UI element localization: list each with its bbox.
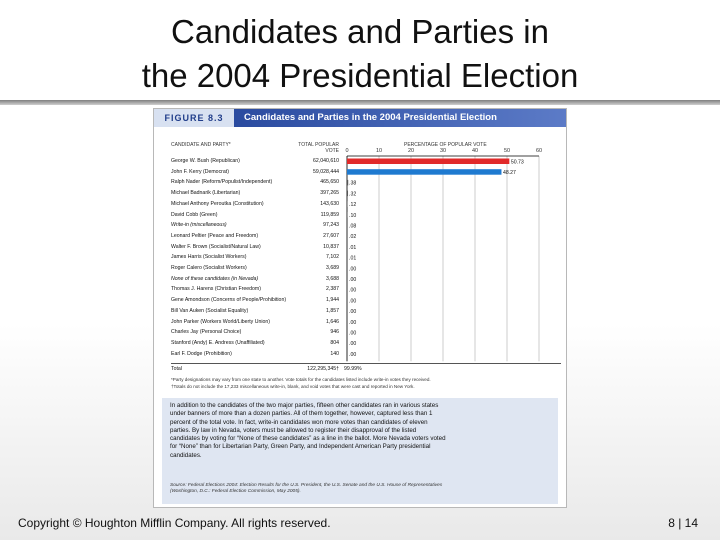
- column-header-percent: PERCENTAGE OF POPULAR VOTE: [404, 142, 487, 148]
- x-tick-label: 40: [472, 148, 478, 154]
- figure-tag: FIGURE 8.3: [154, 109, 234, 127]
- candidate-votes: 3,688: [326, 275, 339, 282]
- candidate-votes: 10,837: [323, 243, 339, 250]
- footnote-party: *Party designations may vary from one st…: [171, 377, 431, 382]
- figure-caption: Candidates and Parties in the 2004 Presi…: [244, 112, 497, 123]
- data-label: .00: [349, 266, 356, 272]
- candidate-name: Roger Calero (Socialist Workers): [171, 265, 247, 271]
- data-bar: [347, 158, 510, 164]
- candidate-votes: 27,607: [323, 232, 339, 239]
- candidate-votes: 59,028,444: [313, 168, 339, 175]
- page-number: 8 | 14: [668, 516, 698, 530]
- candidate-name: Earl F. Dodge (Prohibition): [171, 350, 232, 357]
- x-tick-label: 50: [504, 148, 510, 154]
- data-label: .00: [349, 320, 356, 326]
- x-tick-label: 60: [536, 148, 542, 154]
- data-label: .00: [349, 277, 356, 283]
- candidate-votes: 1,646: [326, 318, 339, 325]
- data-label: .01: [349, 245, 356, 251]
- data-label: 48.27: [503, 170, 516, 176]
- candidate-votes: 140: [330, 350, 339, 357]
- total-percent: 99.99%: [344, 366, 362, 372]
- candidate-votes: 3,689: [326, 265, 339, 271]
- candidate-name: Bill Van Auken (Socialist Equality): [171, 307, 249, 314]
- candidate-name: David Cobb (Green): [171, 211, 218, 218]
- figure-panel: FIGURE 8.3 Candidates and Parties in the…: [153, 108, 567, 508]
- data-bar: [347, 179, 349, 186]
- data-label: .00: [349, 331, 356, 337]
- data-label: .00: [349, 309, 356, 315]
- candidate-votes: 946: [330, 329, 339, 336]
- candidate-votes: 804: [330, 339, 339, 346]
- data-label: .00: [349, 352, 356, 358]
- percentage-bar-chart: 0 10 20 30 40 50 60 50.73 48.27 .38 .32 .12 .10 .08 .0…: [345, 148, 542, 362]
- candidate-votes: 7,102: [326, 254, 339, 261]
- candidate-name: Charles Jay (Personal Choice): [171, 329, 242, 336]
- candidate-votes: 1,944: [326, 297, 339, 304]
- data-label: .00: [349, 341, 356, 347]
- total-label: Total: [171, 366, 182, 372]
- slide-title-line1: Candidates and Parties in: [171, 13, 549, 50]
- candidate-votes: 2,387: [326, 286, 339, 293]
- candidate-name: James Harris (Socialist Workers): [171, 254, 247, 261]
- data-label: .01: [349, 256, 356, 262]
- candidate-votes: 97,243: [323, 222, 339, 229]
- candidate-name: Thomas J. Harens (Christian Freedom): [171, 286, 261, 293]
- candidate-votes: 1,857: [326, 307, 339, 314]
- figure-header: FIGURE 8.3 Candidates and Parties in the…: [154, 109, 566, 127]
- x-tick-label: 30: [440, 148, 446, 154]
- data-bar: [347, 169, 502, 175]
- x-tick-label: 10: [376, 148, 382, 154]
- candidate-name: Gene Amondson (Concerns of People/Prohib…: [171, 297, 287, 304]
- candidate-name: Write-in (miscellaneous): [171, 222, 227, 229]
- data-label: .12: [349, 202, 356, 208]
- candidate-name: None of these candidates (in Nevada): [171, 275, 259, 282]
- candidate-name: Walter F. Brown (Socialist/Natural Law): [171, 243, 261, 250]
- data-label: 50.73: [511, 159, 524, 165]
- footnote-totals: †Totals do not include the 17,233 miscel…: [171, 384, 415, 389]
- data-label: .00: [349, 288, 356, 294]
- candidate-votes: 119,859: [320, 211, 339, 218]
- candidate-votes: 397,265: [320, 190, 339, 197]
- candidate-votes: 143,630: [320, 200, 339, 207]
- candidate-name: George W. Bush (Republican): [171, 158, 240, 164]
- source-note: Source: Federal Elections 2004: Election…: [170, 483, 443, 494]
- data-label: .02: [349, 234, 356, 240]
- total-divider: [171, 363, 561, 364]
- data-bar: [347, 190, 349, 197]
- candidate-name: Stanford (Andy) E. Andress (Unaffiliated…: [171, 339, 265, 346]
- total-votes: 122,295,345†: [307, 366, 339, 372]
- title-divider: [0, 100, 720, 105]
- x-tick-label: 20: [408, 148, 414, 154]
- candidate-name: Leonard Peltier (Peace and Freedom): [171, 232, 259, 239]
- candidate-name: Michael Badnarik (Libertarian): [171, 190, 241, 197]
- candidate-name: John F. Kerry (Democrat): [171, 168, 229, 175]
- slide-title-line2: the 2004 Presidential Election: [141, 57, 579, 94]
- candidate-name: Michael Anthony Peroutka (Constitution): [171, 200, 264, 207]
- explanation-box: In addition to the candidates of the two…: [162, 398, 558, 504]
- column-header-votes: TOTAL POPULAR VOTE: [298, 142, 339, 154]
- explanation-text: In addition to the candidates of the two…: [170, 402, 446, 459]
- data-label: .32: [349, 191, 356, 197]
- data-label: .10: [349, 213, 356, 219]
- data-label: .08: [349, 224, 356, 230]
- copyright-notice: Copyright © Houghton Mifflin Company. Al…: [18, 516, 331, 530]
- slide-title: Candidates and Parties in the 2004 Presi…: [0, 10, 720, 98]
- data-label: .38: [349, 181, 356, 187]
- column-header-candidate: CANDIDATE AND PARTY*: [171, 142, 231, 148]
- data-label: .00: [349, 298, 356, 304]
- x-tick-label: 0: [345, 148, 348, 154]
- candidate-votes: 465,650: [320, 179, 339, 186]
- candidate-votes: 62,040,610: [313, 158, 339, 164]
- candidate-name: Ralph Nader (Reform/Populist/Independent…: [171, 179, 273, 186]
- candidate-name: John Parker (Workers World/Liberty Union…: [171, 318, 270, 325]
